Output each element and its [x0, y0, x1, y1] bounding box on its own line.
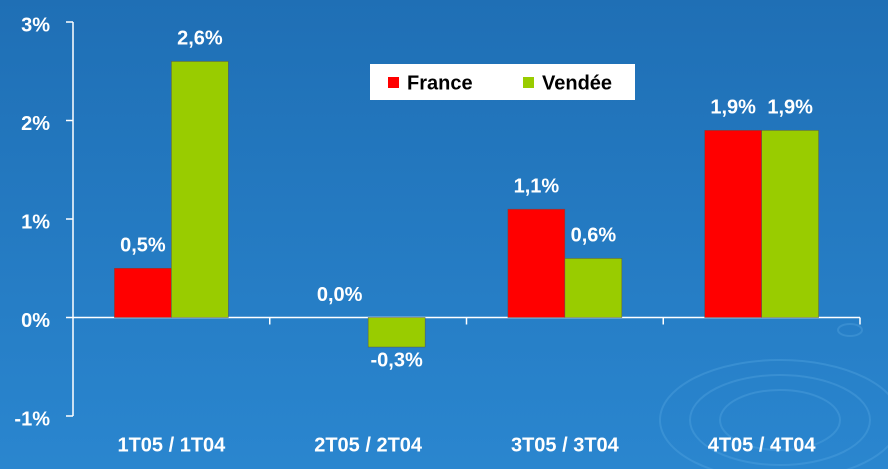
value-label: 2,6% [177, 28, 223, 50]
y-tick-label: 2% [21, 113, 50, 135]
legend-label: Vendée [542, 72, 612, 94]
y-tick-label: -1% [14, 408, 50, 430]
bar [761, 130, 819, 318]
bar [367, 317, 426, 348]
value-label: 1,9% [767, 97, 813, 119]
x-tick-label: 1T05 / 1T04 [117, 434, 226, 456]
value-label: 0,6% [571, 225, 617, 247]
legend-swatch [388, 77, 399, 88]
legend-box [370, 64, 635, 100]
y-tick-label: 3% [21, 14, 50, 36]
y-tick-label: 1% [21, 211, 50, 233]
bar [171, 61, 229, 318]
bar [704, 130, 762, 318]
bar [507, 208, 566, 318]
decoration [659, 323, 888, 469]
x-tick-label: 2T05 / 2T04 [314, 434, 423, 456]
legend-swatch [523, 77, 534, 88]
y-tick-label: 0% [21, 310, 50, 332]
value-label: 0,0% [317, 284, 363, 306]
legend-label: France [407, 72, 473, 94]
bar [114, 268, 172, 318]
x-tick-label: 4T05 / 4T04 [708, 434, 817, 456]
value-label: 1,1% [514, 175, 560, 197]
x-tick-label: 3T05 / 3T04 [511, 434, 620, 456]
value-label: 1,9% [710, 97, 756, 119]
bar [564, 258, 623, 318]
value-label: -0,3% [371, 349, 423, 371]
value-label: 0,5% [120, 235, 166, 257]
